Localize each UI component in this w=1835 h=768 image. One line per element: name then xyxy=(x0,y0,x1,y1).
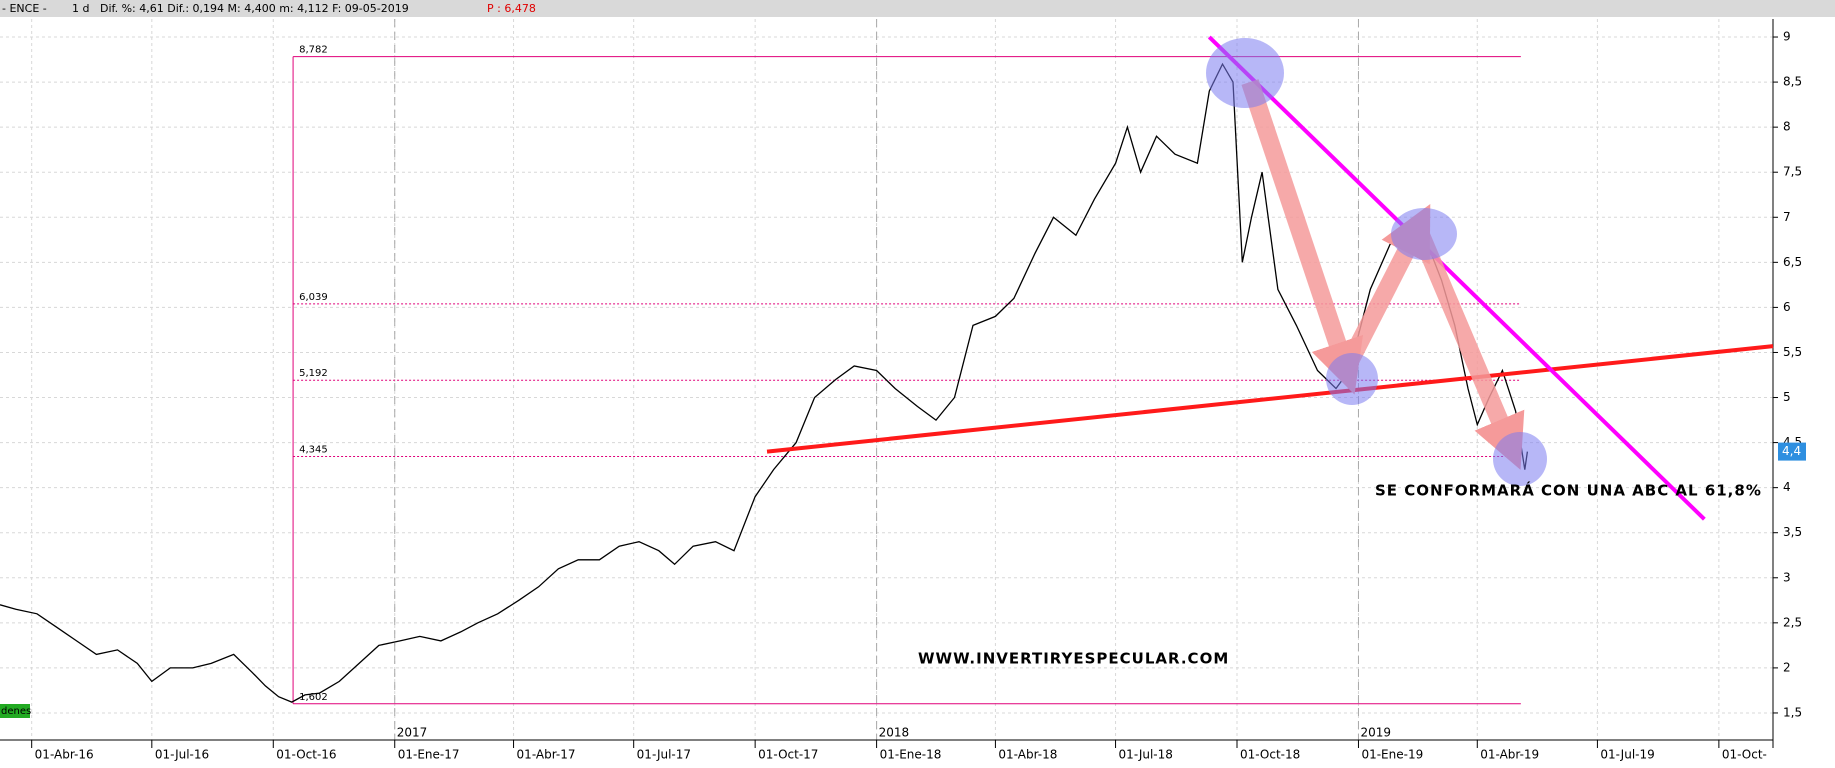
wave-drawing xyxy=(1206,38,1547,486)
year-label: 2019 xyxy=(1360,726,1391,740)
fib-label: 4,345 xyxy=(299,445,328,456)
year-label: 2018 xyxy=(879,726,910,740)
corner-tag: denes xyxy=(1,706,31,717)
x-tick-label: 01-Ene-18 xyxy=(880,748,942,762)
x-tick-label: 01-Oct- xyxy=(1722,748,1767,762)
y-tick-label: 1,5 xyxy=(1783,705,1802,719)
y-tick-label: 6,5 xyxy=(1783,255,1802,269)
x-tick-label: 01-Abr-17 xyxy=(517,748,576,762)
x-tick-label: 01-Ene-19 xyxy=(1361,748,1423,762)
pivot-circle xyxy=(1391,208,1457,260)
x-tick-label: 01-Abr-19 xyxy=(1480,748,1539,762)
x-tick-label: 01-Jul-18 xyxy=(1119,748,1173,762)
y-tick-label: 6 xyxy=(1783,300,1791,314)
annotation: WWW.INVERTIRYESPECULAR.COM xyxy=(918,650,1229,668)
x-tick-label: 01-Abr-16 xyxy=(35,748,94,762)
x-tick-label: 01-Oct-17 xyxy=(758,748,818,762)
y-tick-label: 7,5 xyxy=(1783,165,1802,179)
pivot-circle xyxy=(1206,38,1284,108)
y-tick-label: 3 xyxy=(1783,570,1791,584)
pivot-circle xyxy=(1326,353,1378,405)
y-tick-label: 7 xyxy=(1783,210,1791,224)
header-bar xyxy=(0,0,1835,17)
pivot-circle xyxy=(1493,432,1547,486)
last-price-label: 4,4 xyxy=(1782,444,1801,458)
y-tick-label: 8,5 xyxy=(1783,75,1802,89)
x-tick-label: 01-Oct-18 xyxy=(1240,748,1300,762)
x-tick-label: 01-Jul-16 xyxy=(155,748,209,762)
plot: 1,522,533,544,555,566,577,588,5901-Abr-1… xyxy=(0,19,1806,762)
trend-line xyxy=(766,344,1774,454)
year-label: 2017 xyxy=(397,726,428,740)
ticker: - ENCE - xyxy=(2,2,47,15)
wave-arrow xyxy=(1241,79,1364,395)
fib-label: 5,192 xyxy=(299,368,328,379)
y-tick-label: 2,5 xyxy=(1783,615,1802,629)
price: P : 6,478 xyxy=(487,2,536,15)
y-tick-label: 3,5 xyxy=(1783,525,1802,539)
y-tick-label: 2 xyxy=(1783,660,1791,674)
x-tick-label: 01-Oct-16 xyxy=(276,748,336,762)
x-tick-label: 01-Abr-18 xyxy=(998,748,1057,762)
annotation: SE CONFORMARÁ CON UNA ABC AL 61,8% xyxy=(1375,481,1762,500)
x-tick-label: 01-Jul-17 xyxy=(637,748,691,762)
last-price-box xyxy=(1778,442,1806,461)
corner-tag-bg xyxy=(0,704,30,718)
period: 1 d xyxy=(72,2,89,15)
y-tick-label: 5,5 xyxy=(1783,345,1802,359)
stats: Dif. %: 4,61 Dif.: 0,194 M: 4,400 m: 4,1… xyxy=(100,2,409,15)
y-tick-label: 4 xyxy=(1783,480,1791,494)
x-tick-label: 01-Jul-19 xyxy=(1600,748,1654,762)
fib-label: 1,602 xyxy=(299,692,328,703)
x-tick-label: 01-Ene-17 xyxy=(398,748,460,762)
y-tick-label: 8 xyxy=(1783,120,1791,134)
y-tick-label: 9 xyxy=(1783,30,1791,44)
wave-arrow xyxy=(1409,224,1525,470)
trend-line xyxy=(1207,35,1706,521)
y-tick-label: 5 xyxy=(1783,390,1791,404)
fib-label: 6,039 xyxy=(299,292,328,303)
fib-label: 8,782 xyxy=(299,45,328,56)
